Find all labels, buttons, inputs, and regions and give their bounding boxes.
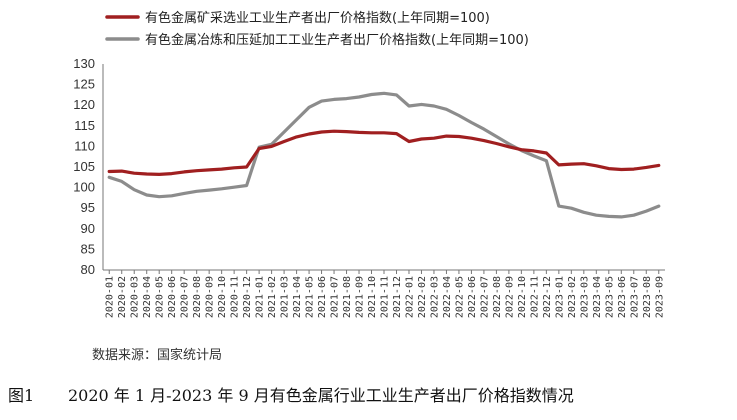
x-tick-label: 2020-11	[230, 276, 241, 318]
x-tick-label: 2023-04	[592, 276, 603, 318]
y-tick-label: 125	[73, 77, 95, 92]
x-tick-label: 2022-12	[542, 276, 553, 318]
x-tick-label: 2021-10	[367, 276, 378, 318]
x-tick-label: 2022-06	[467, 276, 478, 318]
x-tick-label: 2020-12	[242, 276, 253, 318]
x-tick-label: 2023-07	[629, 276, 640, 318]
series-line-2	[107, 91, 661, 219]
x-tick-label: 2021-03	[280, 276, 291, 318]
x-tick-label: 2022-01	[404, 276, 415, 318]
y-tick-label: 85	[81, 241, 95, 256]
x-tick-label: 2021-12	[392, 276, 403, 318]
x-tick-label: 2023-03	[579, 276, 590, 318]
y-tick-label: 80	[81, 262, 95, 277]
y-tick-label: 100	[73, 180, 95, 195]
x-tick-label: 2021-05	[305, 276, 316, 318]
line-chart: 有色金属矿采选业工业生产者出厂价格指数(上年同期=100) 有色金属冶炼和压延加工…	[73, 10, 665, 318]
x-tick-label: 2020-03	[130, 276, 141, 318]
x-tick-label: 2023-06	[617, 276, 628, 318]
x-tick-label: 2020-09	[205, 276, 216, 318]
x-tick-label: 2022-08	[492, 276, 503, 318]
chart-legend: 有色金属矿采选业工业生产者出厂价格指数(上年同期=100) 有色金属冶炼和压延加工…	[105, 10, 529, 48]
figure-title: 2020 年 1 月-2023 年 9 月有色金属行业工业生产者出厂价格指数情况	[68, 386, 574, 405]
y-tick-label: 120	[73, 97, 95, 112]
legend-label-2: 有色金属冶炼和压延加工工业生产者出厂价格指数(上年同期=100)	[145, 32, 529, 48]
x-tick-label: 2020-04	[142, 276, 153, 318]
x-tick-label: 2020-08	[192, 276, 203, 318]
y-tick-label: 95	[81, 200, 95, 215]
x-tick-label: 2022-03	[429, 276, 440, 318]
x-tick-label: 2020-10	[217, 276, 228, 318]
x-tick-label: 2020-05	[155, 276, 166, 318]
x-tick-label: 2022-04	[442, 276, 453, 318]
y-tick-label: 105	[73, 159, 95, 174]
x-tick-label: 2020-01	[105, 276, 116, 318]
y-tick-label: 115	[74, 118, 95, 133]
x-tick-label: 2021-01	[255, 276, 266, 318]
x-tick-label: 2023-02	[567, 276, 578, 318]
x-tick-label: 2020-06	[167, 276, 178, 318]
x-tick-label: 2021-11	[380, 276, 391, 318]
y-tick-label: 130	[73, 56, 95, 71]
x-tick-label: 2022-07	[479, 276, 490, 318]
x-tick-label: 2022-11	[529, 276, 540, 318]
x-tick-label: 2021-08	[342, 276, 353, 318]
x-tick-label: 2023-01	[554, 276, 565, 318]
x-tick-label: 2021-02	[267, 276, 278, 318]
y-tick-label: 110	[74, 138, 95, 153]
y-tick-label: 90	[81, 221, 95, 236]
x-tick-label: 2023-08	[642, 276, 653, 318]
x-tick-label: 2021-07	[330, 276, 341, 318]
x-tick-label: 2021-09	[355, 276, 366, 318]
figure-number: 图1	[8, 386, 35, 405]
x-tick-label: 2020-07	[180, 276, 191, 318]
x-tick-label: 2022-09	[504, 276, 515, 318]
x-axis: 2020-01 2020-02 2020-03 2020-04 2020-05 2020-…	[103, 269, 665, 318]
figure-caption: 图1 2020 年 1 月-2023 年 9 月有色金属行业工业生产者出厂价格指数…	[8, 382, 574, 406]
y-axis: 80 85 90 95 100 105 110 115 120 125 130	[73, 56, 104, 277]
data-source-note: 数据来源：国家统计局	[92, 348, 223, 363]
x-tick-label: 2023-05	[604, 276, 615, 318]
series-line-1	[107, 129, 661, 176]
x-tick-label: 2022-10	[517, 276, 528, 318]
x-tick-label: 2022-02	[417, 276, 428, 318]
series-layer	[107, 91, 661, 219]
x-tick-label: 2021-04	[292, 276, 303, 318]
x-tick-label: 2021-06	[317, 276, 328, 318]
x-tick-label: 2020-02	[117, 276, 128, 318]
legend-label-1: 有色金属矿采选业工业生产者出厂价格指数(上年同期=100)	[145, 10, 490, 26]
x-tick-label: 2022-05	[454, 276, 465, 318]
x-tick-label: 2023-09	[654, 276, 665, 318]
